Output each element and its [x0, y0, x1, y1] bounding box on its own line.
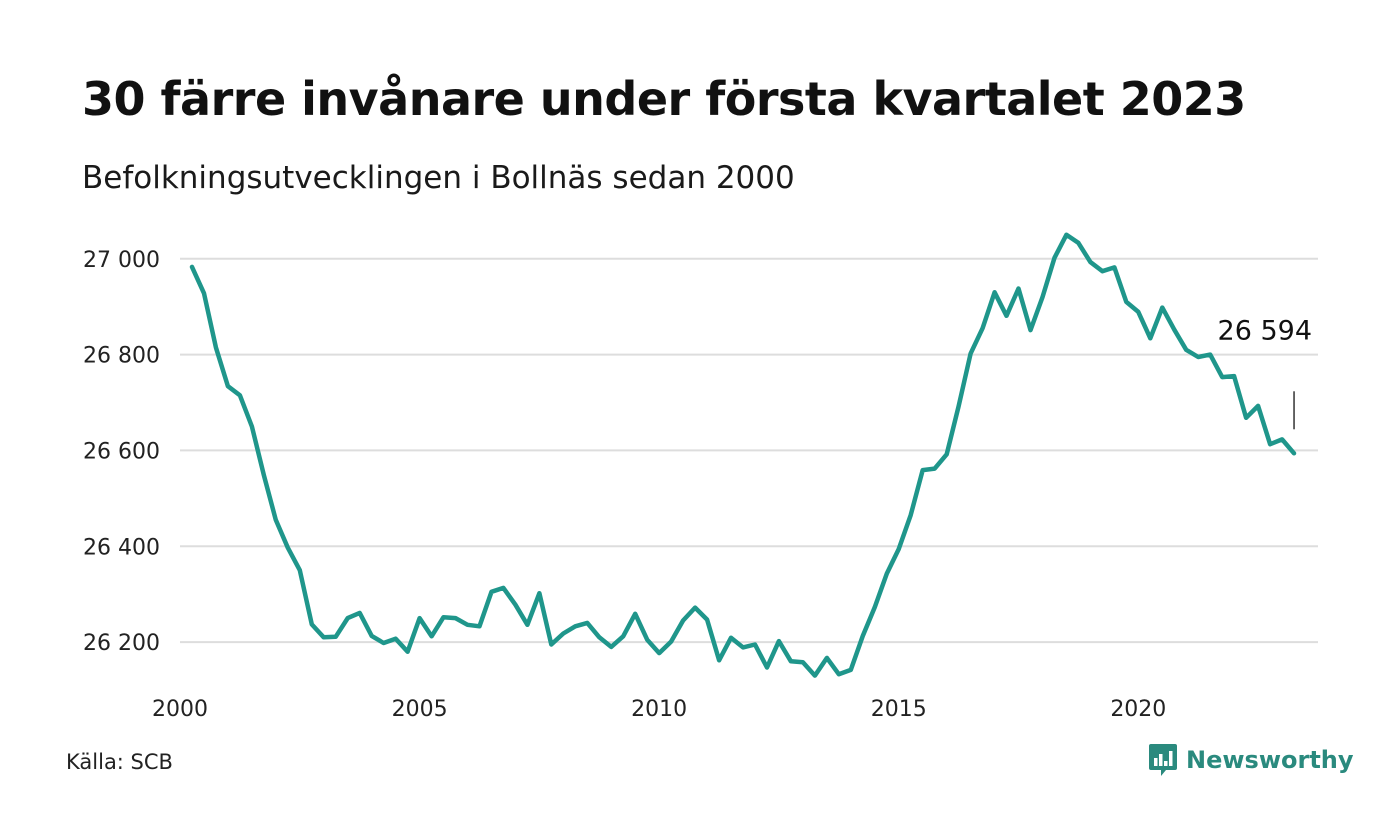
x-tick-label: 2020 [1110, 697, 1166, 722]
chart-title: 30 färre invånare under första kvartalet… [82, 72, 1246, 126]
data-series-line [189, 232, 1297, 678]
x-tick-label: 2005 [392, 697, 448, 722]
source-note: Källa: SCB [66, 750, 173, 774]
brand-name: Newsworthy [1186, 746, 1354, 774]
y-tick-label: 26 200 [83, 631, 160, 656]
brand-logo: Newsworthy [1148, 743, 1354, 777]
newsworthy-chat-bar-icon [1149, 744, 1177, 776]
chart-subtitle: Befolkningsutvecklingen i Bollnäs sedan … [82, 160, 795, 196]
x-tick-label: 2015 [871, 697, 927, 722]
y-tick-label: 26 800 [83, 344, 160, 369]
y-tick-label: 27 000 [83, 248, 160, 273]
end-value-label: 26 594 [1218, 315, 1312, 346]
y-tick-label: 26 600 [83, 439, 160, 464]
x-tick-label: 2000 [152, 697, 208, 722]
x-tick-label: 2010 [631, 697, 687, 722]
y-tick-label: 26 400 [83, 535, 160, 560]
